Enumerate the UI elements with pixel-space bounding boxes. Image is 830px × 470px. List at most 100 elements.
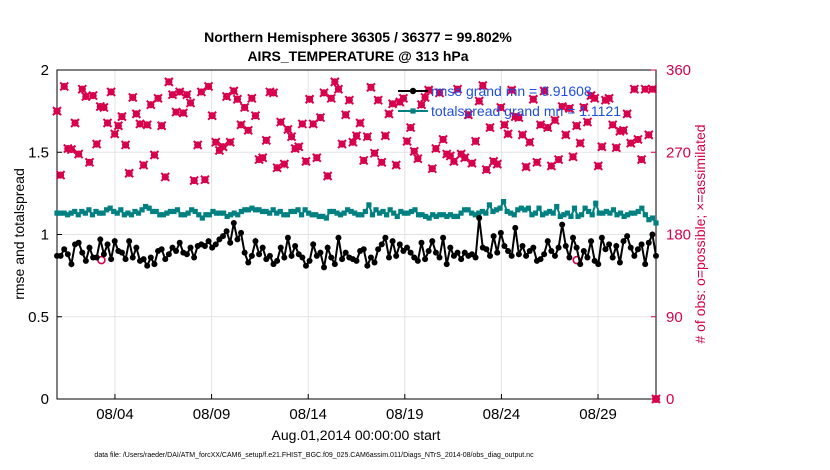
obs-assimilated-marker: [485, 122, 495, 133]
obs-assimilated-marker: [535, 120, 546, 130]
obs-assimilated-marker: [81, 91, 91, 102]
data-point: [570, 234, 577, 241]
data-point: [210, 208, 216, 215]
x-tick-label: 08/24: [483, 406, 521, 423]
data-point: [107, 205, 113, 211]
data-point: [176, 239, 183, 246]
data-point: [568, 213, 574, 220]
obs-assimilated-marker: [463, 110, 474, 120]
obs-assimilated-marker: [647, 84, 658, 94]
legend: rmse grand mn = 0.91608 totalspread grand…: [398, 83, 621, 119]
obs-assimilated-marker: [575, 138, 585, 148]
data-point: [598, 234, 605, 241]
data-point: [589, 212, 595, 218]
obs-assimilated-marker: [452, 84, 463, 94]
data-point: [316, 213, 322, 220]
data-point: [164, 210, 170, 216]
data-point: [387, 207, 393, 213]
data-point: [469, 210, 475, 216]
data-point: [213, 210, 220, 216]
obs-assimilated-marker: [268, 88, 279, 98]
data-point: [205, 238, 212, 245]
obs-assimilated-marker: [348, 137, 358, 147]
data-point: [187, 244, 194, 251]
data-point: [241, 249, 248, 256]
data-point: [167, 208, 174, 215]
data-point: [500, 199, 507, 205]
data-point: [639, 205, 645, 211]
obs-assimilated-marker: [221, 91, 232, 102]
y-tick-label: 0: [41, 391, 49, 408]
obs-assimilated-marker: [171, 107, 181, 117]
obs-assimilated-marker: [607, 120, 618, 130]
data-file-note: data file: /Users/raeder/DAI/ATM_forcXX/…: [94, 452, 534, 459]
data-point: [404, 244, 411, 251]
obs-assimilated-marker: [611, 142, 622, 153]
data-point: [129, 254, 136, 261]
data-point: [157, 212, 163, 218]
data-point: [487, 252, 494, 259]
data-point: [231, 210, 237, 216]
data-point: [561, 212, 567, 218]
obs-assimilated-marker: [366, 82, 376, 93]
data-point: [146, 205, 152, 211]
data-point: [504, 208, 510, 215]
data-point: [147, 254, 154, 261]
data-point: [323, 215, 329, 221]
data-point: [519, 243, 526, 250]
data-point: [577, 261, 584, 268]
obs-assimilated-marker: [546, 161, 557, 171]
data-point: [610, 207, 617, 213]
data-point: [135, 210, 142, 216]
data-point: [451, 213, 457, 220]
obs-assimilated-marker: [398, 93, 409, 104]
data-point: [104, 241, 111, 248]
data-point: [415, 212, 422, 218]
x-ticks: 08/04 08/09 08/14 08/19 08/24 08/29: [96, 394, 617, 423]
data-point: [228, 212, 234, 218]
data-point: [249, 205, 255, 211]
data-point: [638, 241, 645, 248]
obs-assimilated-marker: [445, 151, 456, 161]
data-point: [380, 208, 386, 215]
obs-assimilated-marker: [521, 162, 531, 172]
data-point: [394, 213, 400, 220]
data-point: [160, 212, 166, 218]
data-point: [54, 210, 60, 216]
data-point: [603, 208, 609, 215]
obs-assimilated-marker: [99, 102, 109, 113]
data-point: [575, 213, 581, 220]
obs-assimilated-marker: [492, 159, 502, 169]
data-point: [133, 244, 140, 251]
data-point: [385, 254, 392, 261]
data-point: [348, 208, 354, 215]
data-point: [288, 252, 295, 259]
obs-assimilated-marker: [503, 129, 513, 139]
obs-assimilated-marker: [225, 137, 235, 147]
data-point: [472, 254, 479, 261]
obs-assimilated-marker: [326, 93, 336, 104]
data-point: [613, 243, 620, 250]
data-point: [335, 234, 342, 241]
data-point: [128, 212, 135, 218]
data-point: [118, 207, 124, 213]
data-point: [649, 215, 656, 221]
data-point: [277, 208, 283, 215]
data-point: [288, 208, 294, 215]
obs-assimilated-marker: [261, 135, 271, 146]
data-point: [192, 208, 198, 215]
data-point: [465, 207, 471, 213]
data-point: [256, 207, 262, 213]
data-point: [422, 256, 429, 263]
obs-assimilated-marker: [506, 85, 517, 95]
data-point: [185, 210, 191, 216]
obs-assimilated-marker: [91, 139, 102, 149]
data-point: [646, 217, 652, 223]
data-point: [391, 210, 397, 216]
data-point: [139, 207, 145, 213]
data-point: [334, 210, 340, 216]
obs-assimilated-marker: [322, 171, 333, 181]
data-point: [501, 243, 508, 250]
data-point: [635, 208, 641, 215]
data-point: [97, 236, 104, 243]
